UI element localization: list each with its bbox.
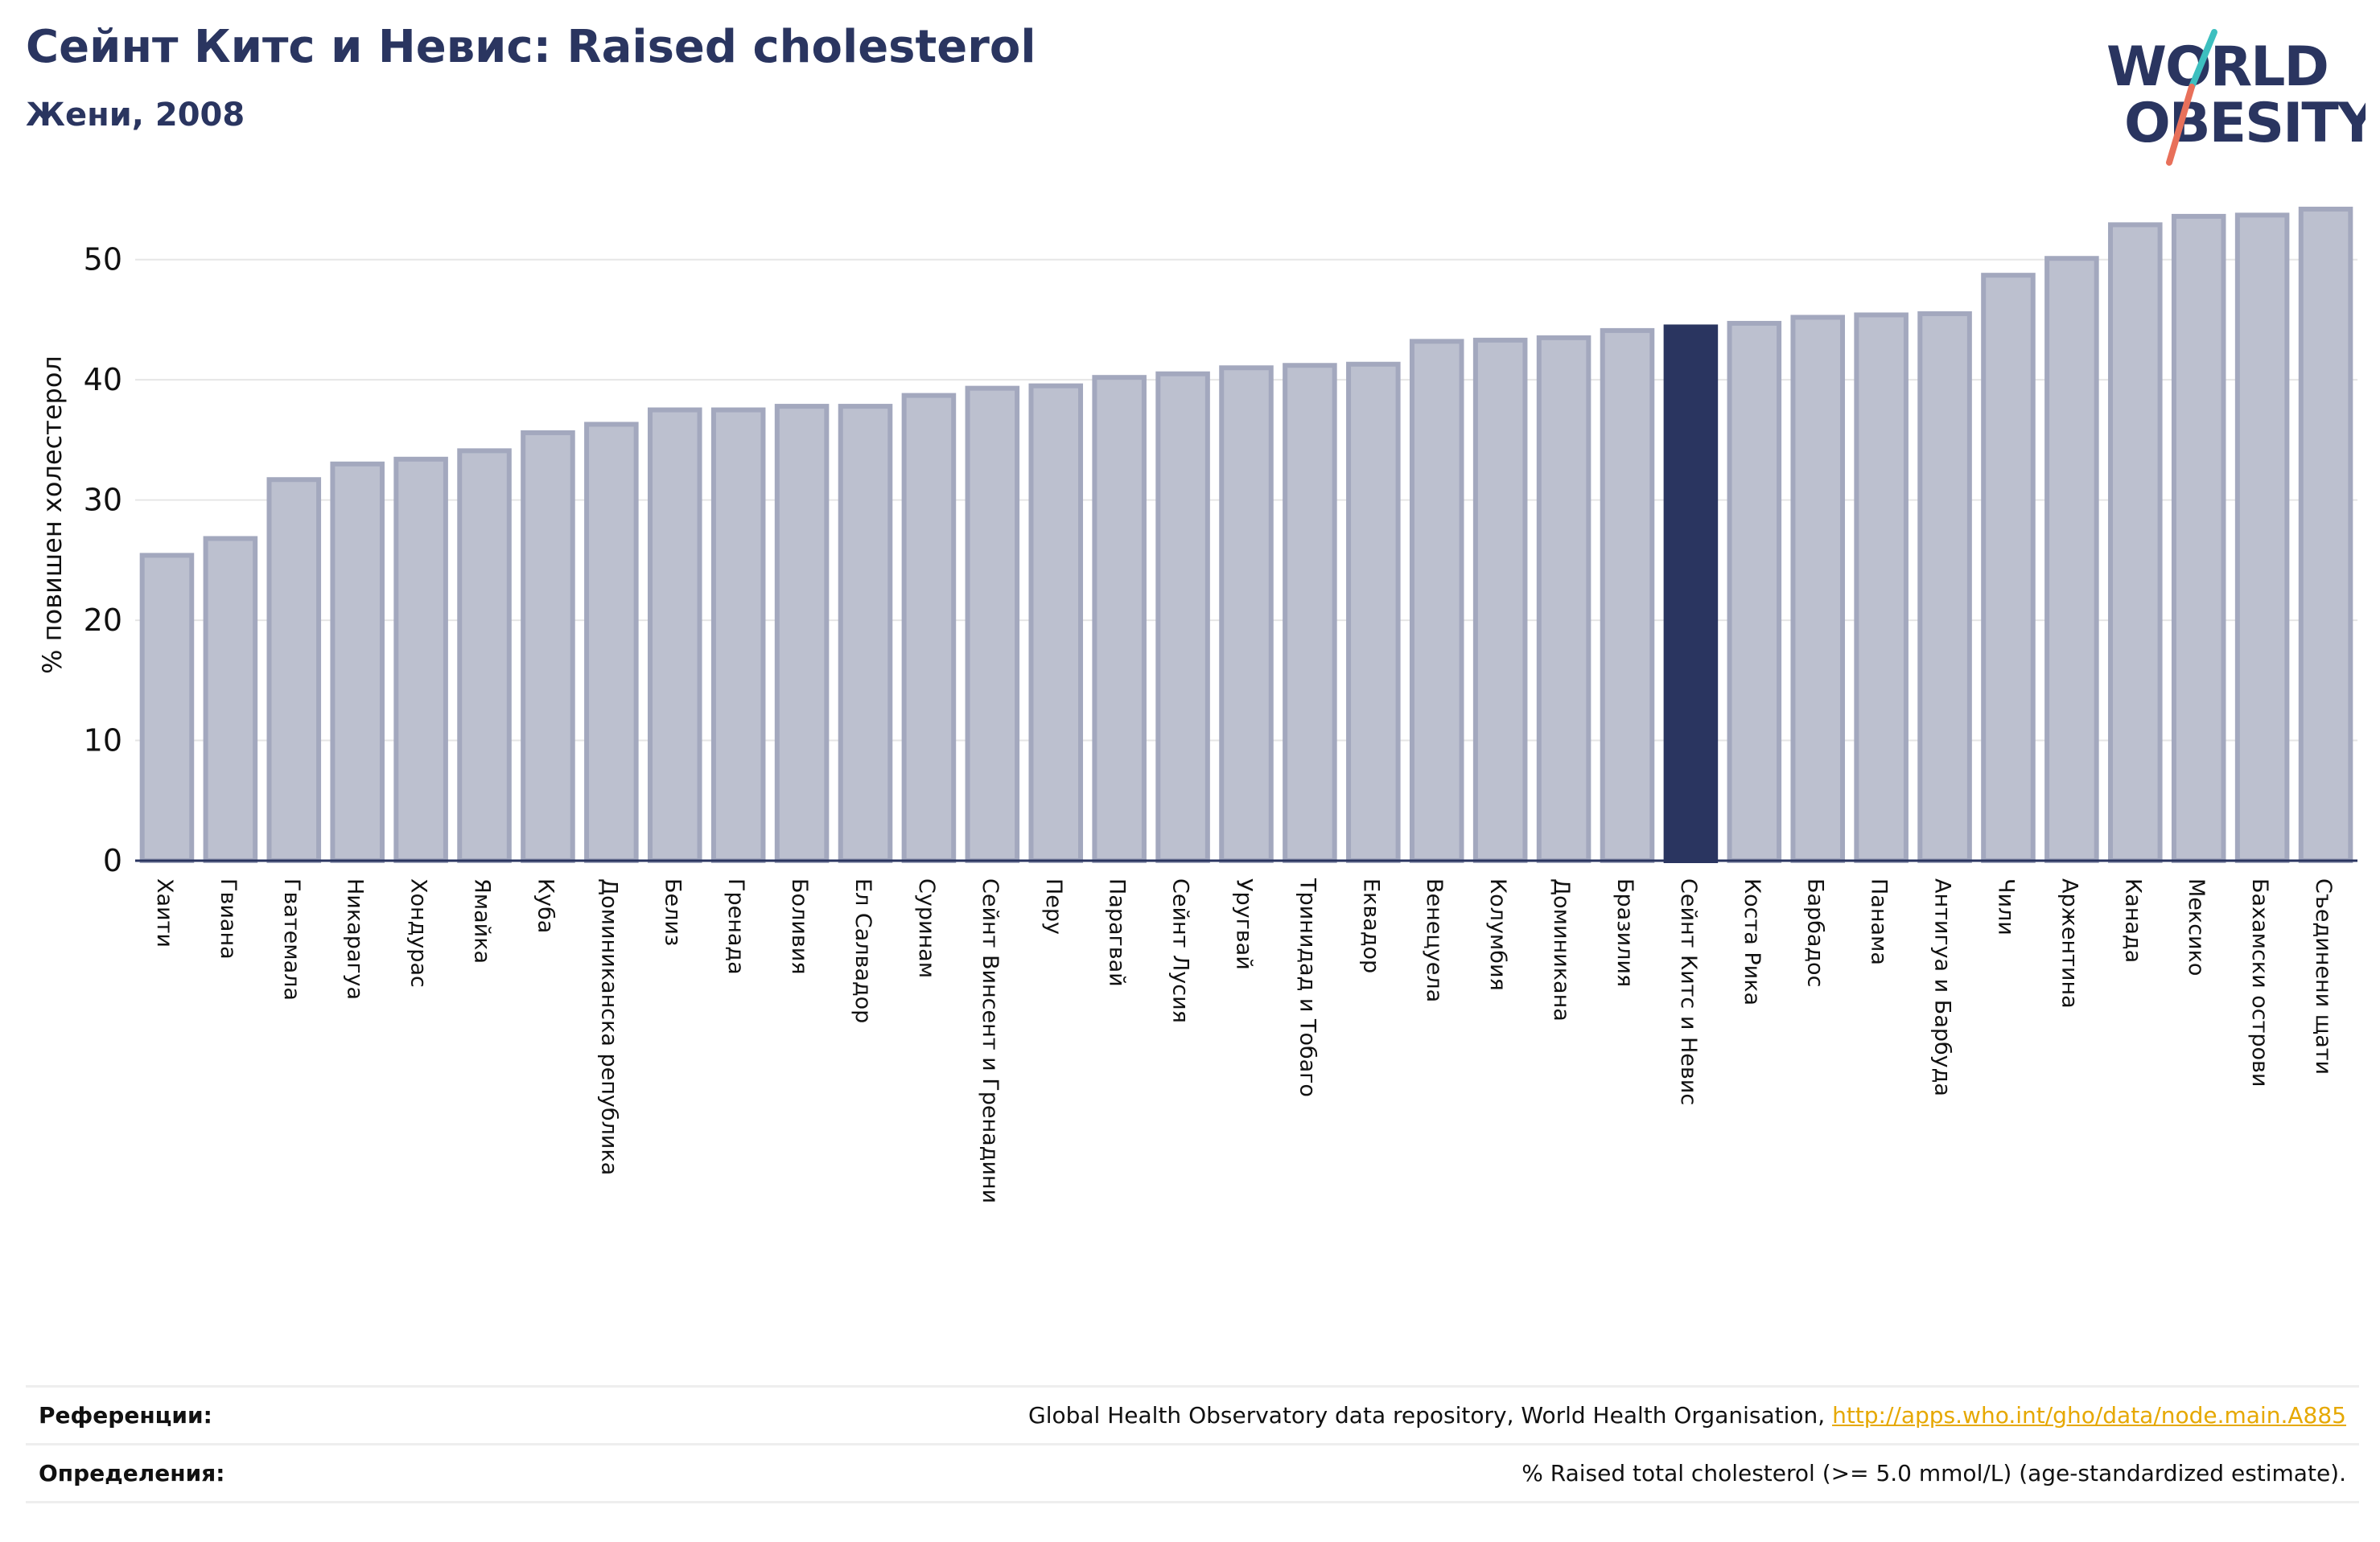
y-tick-label: 20: [84, 602, 122, 638]
references-value: Global Health Observatory data repositor…: [1028, 1402, 2346, 1429]
x-tick-label: Коста Рика: [1740, 878, 1764, 1005]
bar: [2234, 212, 2290, 863]
chart-subtitle: Жени, 2008: [26, 97, 245, 134]
x-tick-label: Уругвай: [1232, 878, 1257, 970]
bar: [584, 421, 639, 863]
references-label: Референции:: [39, 1402, 212, 1429]
bar: [266, 477, 322, 863]
logo-line2: OBESITY: [2124, 92, 2366, 155]
bar: [1600, 327, 1655, 863]
x-tick-label: Боливия: [787, 878, 812, 975]
footer-divider: [26, 1501, 2359, 1503]
x-tick-labels: Хаити Гвиана Гватемала Никарагуа Хондурас Яма…: [152, 878, 2336, 1203]
references-text: Global Health Observatory data repositor…: [1028, 1402, 1833, 1429]
bar: [203, 536, 258, 863]
x-tick-label: Ямайка: [470, 878, 495, 964]
x-tick-label: Мексико: [2184, 878, 2209, 976]
x-tick-label: Канада: [2120, 878, 2145, 963]
bar: [1028, 383, 1084, 863]
bar: [901, 393, 957, 863]
bar: [1472, 337, 1528, 863]
x-tick-label: Барбадос: [1803, 878, 1828, 987]
y-tick-label: 0: [103, 843, 122, 878]
y-tick-labels: 0 10 20 30 40 50: [84, 242, 122, 878]
y-tick-label: 30: [84, 483, 122, 518]
x-tick-label: Чили: [1993, 878, 2018, 935]
x-tick-label: Доминикана: [1549, 878, 1574, 1022]
definitions-row: Определения: % Raised total cholesterol …: [26, 1443, 2359, 1502]
bar: [774, 404, 830, 863]
x-tick-label: Ел Салвадор: [850, 878, 875, 1023]
y-tick-label: 50: [84, 242, 122, 278]
x-tick-label: Хаити: [152, 878, 177, 948]
x-tick-label: Сейнт Китс и Невис: [1676, 878, 1701, 1105]
definitions-label: Определения:: [39, 1460, 225, 1486]
bar: [1790, 315, 1846, 863]
x-tick-label: Венецуела: [1422, 878, 1447, 1002]
bars: [139, 206, 2353, 864]
x-tick-label: Парагвай: [1105, 878, 1130, 987]
bar: [1981, 273, 2036, 863]
x-tick-label: Панама: [1867, 878, 1892, 965]
x-tick-label: Никарагуа: [343, 878, 368, 1000]
x-tick-label: Аржентина: [2057, 878, 2081, 1009]
x-tick-label: Антигуа и Барбуда: [1930, 878, 1955, 1096]
bar: [647, 407, 702, 863]
bar: [139, 553, 195, 863]
bar: [521, 430, 575, 863]
bar-highlighted: [1663, 324, 1719, 863]
x-tick-label: Белиз: [660, 878, 685, 946]
logo-slash-top: [2189, 29, 2217, 90]
x-tick-label: Перу: [1041, 878, 1066, 935]
x-tick-label: Колумбия: [1485, 878, 1510, 991]
x-tick-label: Бразилия: [1612, 878, 1637, 987]
x-tick-label: Хондурас: [406, 878, 431, 988]
logo-slash-bottom: [2166, 84, 2195, 166]
bar: [2298, 206, 2353, 863]
references-link[interactable]: http://apps.who.int/gho/data/node.main.A…: [1832, 1402, 2346, 1429]
bar: [965, 385, 1020, 864]
logo-line1: WORLD: [2106, 35, 2328, 99]
definitions-text: % Raised total cholesterol (>= 5.0 mmol/…: [1521, 1460, 2346, 1486]
x-tick-label: Еквадор: [1358, 878, 1383, 973]
chart-title: Сейнт Китс и Невис: Raised cholesterol: [26, 21, 1036, 73]
bar: [2044, 256, 2099, 863]
x-tick-label: Суринам: [914, 878, 939, 978]
x-tick-label: Съединени щати: [2311, 878, 2336, 1075]
x-tick-label: Гренада: [723, 878, 748, 975]
bar: [393, 456, 448, 864]
bar: [1409, 339, 1464, 863]
bar: [1727, 320, 1782, 863]
x-tick-label: Гвиана: [216, 878, 241, 960]
bar: [2108, 222, 2163, 864]
x-tick-label: Гватемала: [279, 878, 304, 1001]
bar: [2171, 213, 2226, 863]
bar: [457, 448, 512, 863]
references-row: Референции: Global Health Observatory da…: [26, 1385, 2359, 1444]
y-tick-label: 40: [84, 362, 122, 397]
world-obesity-logo: WORLD OBESITY: [2106, 29, 2366, 166]
bar: [710, 407, 766, 863]
bar: [1219, 365, 1274, 863]
bar: [330, 461, 385, 863]
x-tick-label: Сейнт Винсент и Гренадини: [978, 878, 1003, 1203]
y-tick-label: 10: [84, 723, 122, 759]
x-tick-label: Тринидад и Тобаго: [1295, 878, 1320, 1097]
bar: [838, 404, 893, 863]
bar-chart: 0 10 20 30 40 50 Хаити Гвиана Гватемала Никарагу…: [37, 206, 2357, 1203]
bar: [1155, 371, 1210, 863]
bar: [1346, 361, 1401, 863]
bar: [1092, 375, 1147, 863]
x-tick-label: Куба: [533, 878, 558, 933]
bar: [1536, 335, 1591, 863]
bar: [1854, 312, 1909, 863]
x-tick-label: Бахамски острови: [2247, 878, 2272, 1087]
bar: [1283, 363, 1337, 864]
y-axis-label: % повишен холестерол: [37, 356, 68, 674]
x-tick-label: Доминиканска република: [596, 878, 621, 1175]
bar: [1917, 310, 1972, 863]
x-tick-label: Сейнт Лусия: [1168, 878, 1193, 1023]
